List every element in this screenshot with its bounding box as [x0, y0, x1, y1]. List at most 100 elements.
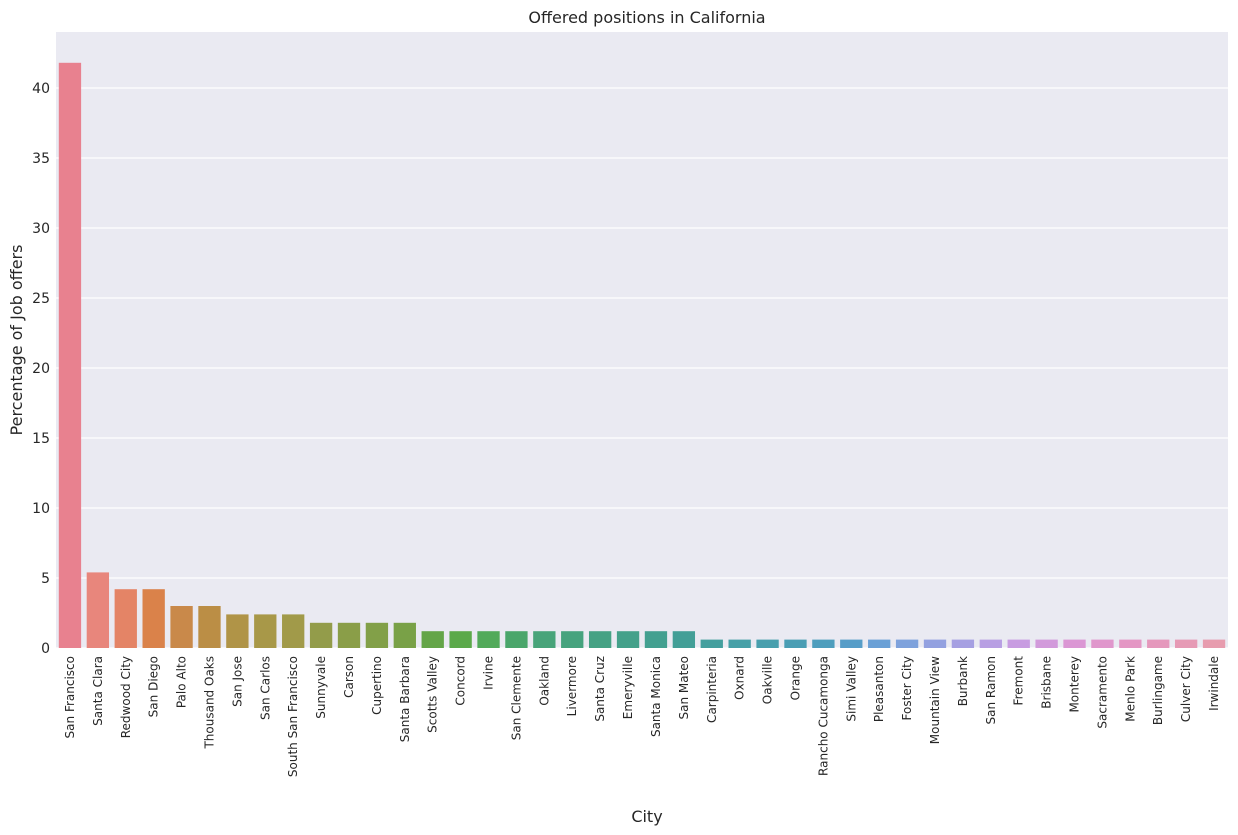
x-tick-label: Carpinteria — [705, 656, 719, 723]
bar — [477, 631, 500, 648]
bar — [226, 614, 249, 648]
x-tick-label: Cupertino — [370, 656, 384, 715]
bar — [868, 639, 891, 648]
x-tick-label: Irwindale — [1207, 656, 1221, 711]
bar — [282, 614, 305, 648]
bar — [337, 622, 361, 648]
x-tick-labels: San Francisco Santa Clara Redwood City San … — [63, 656, 1221, 777]
x-tick-label: Rancho Cucamonga — [816, 656, 830, 776]
x-tick-label: Fremont — [1012, 656, 1026, 706]
bar — [254, 614, 277, 648]
bar — [895, 639, 919, 648]
y-tick-label: 35 — [32, 151, 50, 167]
bar — [784, 639, 807, 648]
x-tick-label: Oakland — [537, 656, 551, 706]
y-tick-label: 25 — [32, 291, 50, 307]
bar — [840, 639, 863, 648]
x-tick-label: Livermore — [565, 656, 579, 716]
bar — [198, 606, 221, 648]
bar — [1091, 639, 1114, 648]
x-tick-label: Santa Clara — [91, 656, 105, 726]
x-tick-label: Culver City — [1179, 656, 1193, 722]
bar — [951, 639, 975, 648]
x-tick-label: Santa Cruz — [593, 656, 607, 722]
x-tick-label: Scotts Valley — [426, 656, 440, 733]
y-tick-labels: 0 5 10 15 20 25 30 35 40 — [32, 81, 50, 657]
x-tick-label: Foster City — [900, 656, 914, 720]
chart-title: Offered positions in California — [528, 8, 765, 27]
bar — [533, 631, 556, 648]
x-tick-label: Simi Valley — [844, 656, 858, 722]
bar — [1202, 639, 1226, 648]
x-tick-label: Emeryville — [621, 656, 635, 719]
x-tick-label: Sacramento — [1095, 656, 1109, 729]
bar — [1174, 639, 1198, 648]
bar — [142, 589, 165, 648]
x-tick-label: Oxnard — [733, 656, 747, 700]
x-tick-label: Mountain View — [928, 656, 942, 744]
x-tick-label: Brisbane — [1040, 656, 1054, 709]
x-tick-label: South San Francisco — [286, 656, 300, 777]
bar — [1147, 639, 1170, 648]
bar — [449, 631, 472, 648]
x-tick-label: San Carlos — [258, 656, 272, 720]
x-tick-label: Palo Alto — [175, 656, 189, 708]
y-tick-label: 20 — [32, 361, 50, 377]
x-tick-label: Concord — [454, 656, 468, 706]
bar — [309, 622, 333, 648]
bar — [1035, 639, 1058, 648]
bar — [923, 639, 947, 648]
bar — [616, 631, 640, 648]
x-tick-label: San Francisco — [63, 656, 77, 738]
x-tick-label: Menlo Park — [1123, 656, 1137, 722]
plot-area — [56, 32, 1228, 648]
x-tick-label: Pleasanton — [872, 656, 886, 722]
x-tick-label: Thousand Oaks — [202, 656, 216, 750]
y-tick-label: 15 — [32, 431, 50, 447]
bar — [421, 631, 444, 648]
bar — [561, 631, 584, 648]
x-tick-label: Orange — [788, 656, 802, 700]
x-tick-label: San Diego — [147, 656, 161, 717]
bar — [756, 639, 779, 648]
bar — [170, 606, 193, 648]
x-tick-label: Santa Monica — [649, 656, 663, 737]
x-tick-label: Irvine — [482, 656, 496, 690]
bar — [1063, 639, 1086, 648]
x-tick-label: Monterey — [1068, 656, 1082, 713]
bar — [58, 62, 82, 649]
bar — [86, 572, 110, 648]
bar — [812, 639, 835, 648]
bar — [114, 589, 137, 648]
x-tick-label: San Clemente — [509, 656, 523, 740]
bar — [365, 622, 389, 648]
x-tick-label: Burlingame — [1151, 656, 1165, 725]
bar — [393, 622, 416, 648]
bar — [700, 639, 723, 648]
y-tick-label: 40 — [32, 81, 50, 97]
y-tick-label: 30 — [32, 221, 50, 237]
x-tick-label: San Mateo — [677, 656, 691, 720]
bar — [728, 639, 751, 648]
x-tick-label: Burbank — [956, 656, 970, 706]
x-tick-label: Santa Barbara — [398, 656, 412, 742]
bar — [1007, 639, 1030, 648]
x-tick-label: San Jose — [230, 656, 244, 707]
bar — [1119, 639, 1142, 648]
x-tick-label: San Ramon — [984, 656, 998, 724]
bar — [505, 631, 528, 648]
bar — [979, 639, 1002, 648]
bar — [644, 631, 668, 648]
y-axis-label: Percentage of Job offers — [7, 245, 26, 436]
bar — [672, 631, 696, 648]
x-tick-label: Carson — [342, 656, 356, 698]
x-tick-label: Redwood City — [119, 656, 133, 738]
x-axis-label: City — [631, 807, 662, 826]
bar — [588, 631, 612, 648]
y-tick-label: 0 — [41, 641, 50, 657]
gridlines — [56, 87, 1228, 649]
x-tick-label: Oakville — [761, 656, 775, 704]
x-tick-label: Sunnyvale — [314, 656, 328, 719]
y-tick-label: 10 — [32, 501, 50, 517]
